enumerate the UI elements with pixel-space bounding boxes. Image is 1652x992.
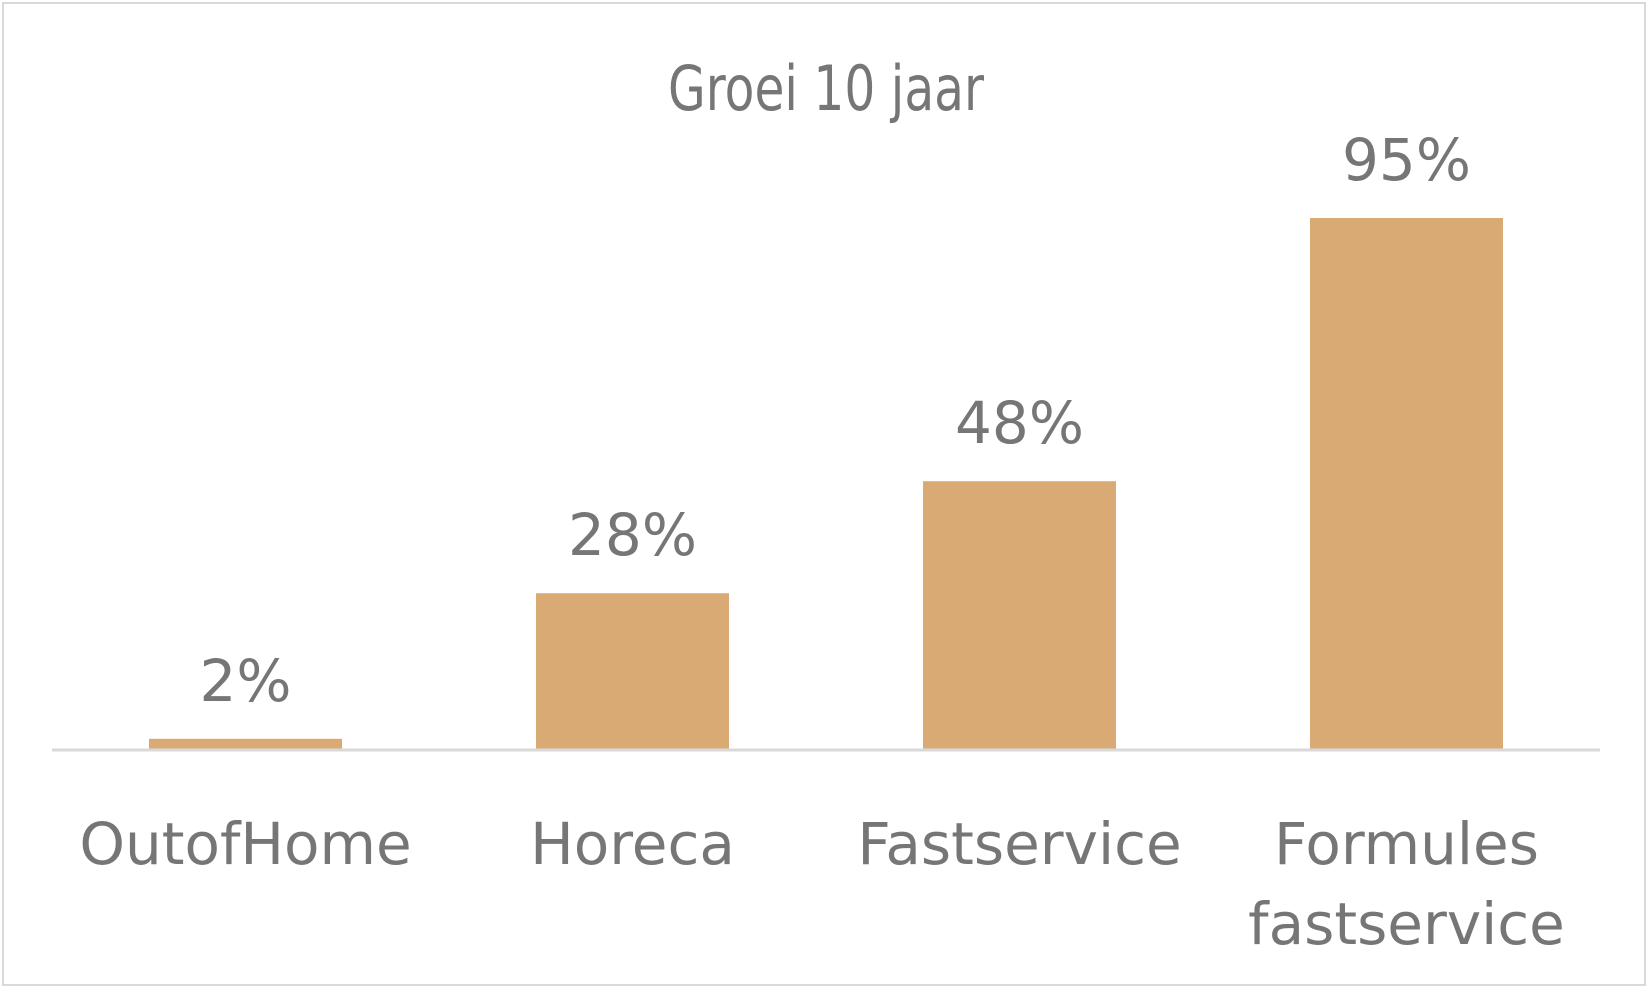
bar-3 (1310, 218, 1503, 750)
category-label-3-line-0: Formules (1274, 810, 1539, 878)
category-label-0: OutofHome (79, 810, 411, 878)
data-label-3: 95% (1342, 126, 1471, 194)
category-label-3-line-1: fastservice (1248, 890, 1565, 958)
bar-1 (536, 593, 729, 750)
bar-2 (923, 481, 1116, 750)
data-label-1: 28% (568, 501, 697, 569)
chart-title: Groei 10 jaar (668, 52, 984, 125)
data-label-2: 48% (955, 389, 1084, 457)
category-labels-layer: OutofHome Horeca Fastservice Formules fastse… (79, 810, 1565, 958)
data-label-0: 2% (199, 647, 291, 715)
category-label-1: Horeca (530, 810, 735, 878)
category-label-2: Fastservice (857, 810, 1181, 878)
bars-layer (149, 218, 1503, 750)
bar-0 (149, 738, 342, 750)
data-labels-layer: 2% 28% 48% 95% (199, 126, 1470, 715)
